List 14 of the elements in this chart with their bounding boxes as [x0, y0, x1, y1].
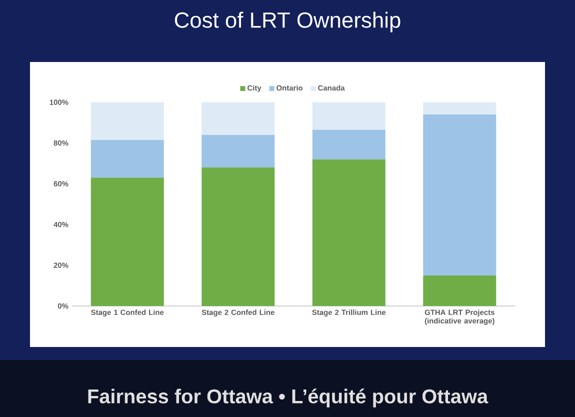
- bar: [312, 102, 386, 130]
- bar: [90, 140, 164, 178]
- text: Fairness for Ottawa • L’équité pour Ottawa: [88, 388, 488, 408]
- bar: [202, 102, 275, 135]
- bar: [202, 167, 275, 306]
- bar: [423, 275, 496, 306]
- bar: [202, 134, 275, 168]
- bar: [423, 114, 496, 276]
- bar: [90, 178, 164, 306]
- bar: [423, 102, 496, 115]
- bar: [90, 102, 164, 140]
- bar: [312, 159, 386, 306]
- chart-title: Cost of LRT Ownership: [174, 12, 400, 32]
- bar: [312, 130, 386, 160]
